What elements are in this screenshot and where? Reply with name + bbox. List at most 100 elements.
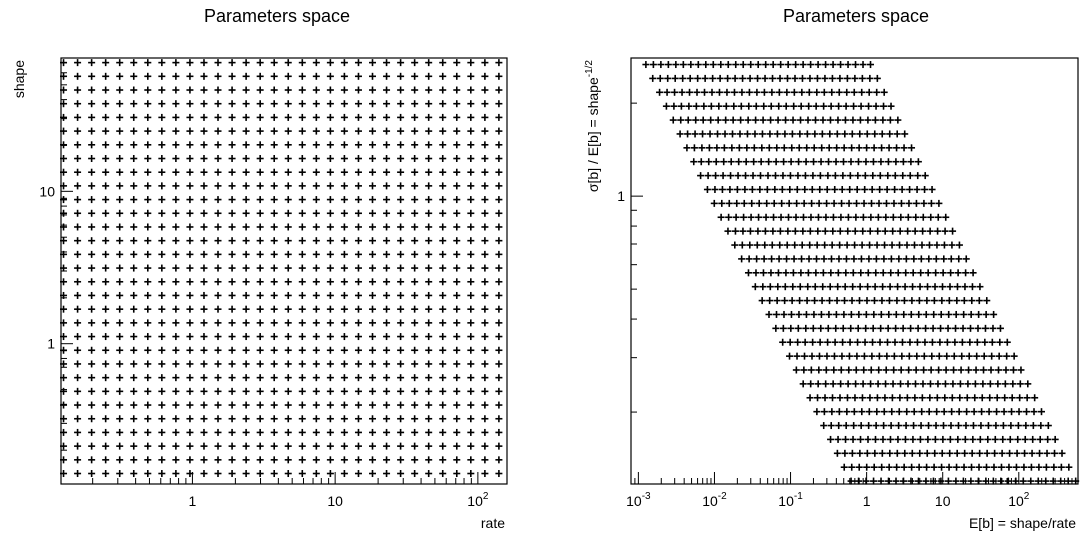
data-point bbox=[933, 394, 941, 402]
data-point bbox=[895, 422, 903, 430]
data-point bbox=[864, 116, 872, 124]
data-point bbox=[369, 456, 377, 464]
data-point bbox=[776, 227, 784, 235]
data-point bbox=[828, 241, 836, 249]
data-point bbox=[955, 241, 963, 249]
data-point bbox=[911, 227, 919, 235]
data-point bbox=[158, 237, 166, 245]
data-point bbox=[242, 387, 250, 395]
data-point bbox=[795, 158, 803, 166]
data-point bbox=[74, 100, 82, 108]
data-point bbox=[453, 319, 461, 327]
data-point bbox=[354, 209, 362, 217]
data-point bbox=[969, 269, 977, 277]
data-point bbox=[751, 130, 759, 138]
data-point bbox=[914, 158, 922, 166]
data-point bbox=[116, 401, 124, 409]
data-point bbox=[746, 227, 754, 235]
data-point bbox=[917, 422, 925, 430]
data-point bbox=[820, 422, 828, 430]
data-point bbox=[831, 185, 839, 193]
data-point bbox=[411, 113, 419, 121]
data-point bbox=[840, 144, 848, 152]
data-point bbox=[783, 255, 791, 263]
data-point bbox=[863, 144, 871, 152]
data-point bbox=[326, 387, 334, 395]
data-point bbox=[172, 250, 180, 258]
data-point bbox=[481, 209, 489, 217]
data-point bbox=[284, 250, 292, 258]
data-point bbox=[684, 116, 692, 124]
data-point bbox=[858, 394, 866, 402]
data-point bbox=[116, 333, 124, 341]
data-point bbox=[144, 415, 152, 423]
data-point bbox=[284, 141, 292, 149]
data-point bbox=[439, 250, 447, 258]
data-point bbox=[270, 333, 278, 341]
data-point bbox=[340, 141, 348, 149]
data-point bbox=[144, 141, 152, 149]
data-point bbox=[369, 237, 377, 245]
data-point bbox=[876, 172, 884, 180]
data-point bbox=[950, 366, 958, 374]
data-point bbox=[881, 227, 889, 235]
data-point bbox=[663, 88, 671, 96]
data-point bbox=[846, 338, 854, 346]
data-point bbox=[425, 127, 433, 135]
data-point bbox=[891, 185, 899, 193]
data-point bbox=[354, 86, 362, 94]
data-point bbox=[752, 269, 760, 277]
data-point bbox=[934, 213, 942, 221]
data-point bbox=[859, 380, 867, 388]
data-point bbox=[228, 86, 236, 94]
data-point bbox=[968, 463, 976, 471]
data-point bbox=[214, 168, 222, 176]
data-point bbox=[874, 213, 882, 221]
data-point bbox=[850, 88, 858, 96]
data-point bbox=[756, 185, 764, 193]
data-point bbox=[761, 241, 769, 249]
data-point bbox=[453, 100, 461, 108]
data-point bbox=[411, 264, 419, 272]
data-point bbox=[270, 59, 278, 67]
data-point bbox=[144, 182, 152, 190]
data-point bbox=[354, 442, 362, 450]
data-point bbox=[172, 264, 180, 272]
data-point bbox=[878, 463, 886, 471]
data-point bbox=[872, 102, 880, 110]
data-point bbox=[826, 116, 834, 124]
data-point bbox=[397, 223, 405, 231]
data-point bbox=[88, 415, 96, 423]
data-point bbox=[904, 227, 912, 235]
data-point bbox=[102, 209, 110, 217]
data-point bbox=[875, 366, 883, 374]
data-point bbox=[354, 428, 362, 436]
chart-left-xlabel: rate bbox=[481, 515, 505, 531]
data-point bbox=[102, 155, 110, 163]
data-point bbox=[256, 209, 264, 217]
data-point bbox=[397, 442, 405, 450]
data-point bbox=[810, 144, 818, 152]
data-point bbox=[102, 86, 110, 94]
data-point bbox=[700, 102, 708, 110]
data-point bbox=[907, 310, 915, 318]
data-point bbox=[800, 366, 808, 374]
data-point bbox=[687, 61, 695, 69]
data-point bbox=[790, 102, 798, 110]
data-point bbox=[439, 237, 447, 245]
data-point bbox=[896, 241, 904, 249]
data-point bbox=[102, 401, 110, 409]
data-point bbox=[186, 182, 194, 190]
data-point bbox=[794, 172, 802, 180]
data-point bbox=[312, 456, 320, 464]
data-point bbox=[467, 387, 475, 395]
data-point bbox=[740, 199, 748, 207]
data-point bbox=[930, 463, 938, 471]
data-point bbox=[200, 168, 208, 176]
data-point bbox=[158, 387, 166, 395]
data-point bbox=[383, 278, 391, 286]
data-point bbox=[789, 269, 797, 277]
data-point bbox=[397, 72, 405, 80]
data-point bbox=[733, 185, 741, 193]
data-point bbox=[411, 168, 419, 176]
